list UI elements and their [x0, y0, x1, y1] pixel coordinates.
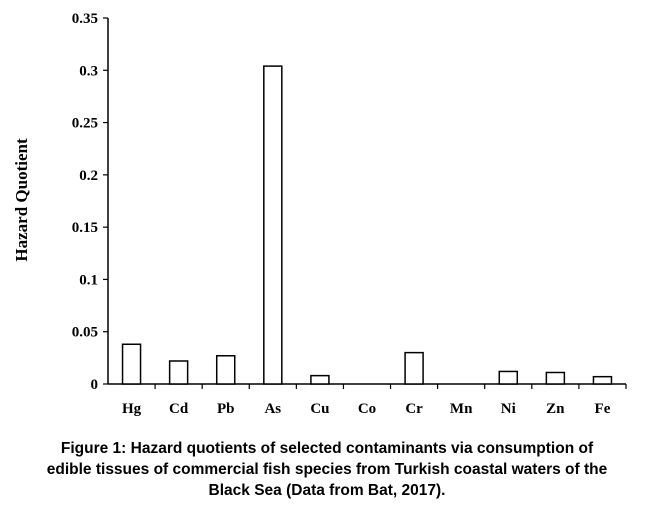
- bar-cr: [404, 351, 424, 385]
- x-tick-label-hg: Hg: [122, 401, 142, 417]
- bar-pb: [215, 355, 236, 385]
- y-axis-title-group: Hazard Quotient: [12, 138, 31, 262]
- y-tick-label: 0.3: [79, 63, 98, 79]
- figure-caption: Figure 1: Hazard quotients of selected c…: [0, 438, 654, 501]
- x-tick-label-co: Co: [358, 401, 376, 417]
- bar-chart: Hazard Quotient 0 0.05 0.1 0.15 0.2 0.25 0.3 0.…: [12, 11, 627, 417]
- bar-ni: [498, 370, 519, 385]
- x-tick-label-cu: Cu: [310, 401, 329, 417]
- bar-hg: [121, 343, 142, 385]
- axes: [107, 18, 626, 385]
- bar-cu: [310, 374, 330, 385]
- y-tick-label: 0.15: [72, 220, 98, 236]
- x-tick-label-ni: Ni: [501, 401, 516, 417]
- caption-line-3: Black Sea (Data from Bat, 2017).: [208, 482, 446, 499]
- bar-cd: [168, 360, 189, 385]
- x-axis-ticks: Hg Cd Pb As Cu Co Cr Mn Ni Zn Fe: [122, 384, 627, 417]
- y-tick-label: 0.25: [72, 116, 98, 132]
- x-tick-label-as: As: [264, 401, 281, 417]
- y-tick-label: 0: [91, 377, 99, 393]
- y-axis-title: Hazard Quotient: [12, 138, 31, 262]
- y-tick-label: 0.05: [72, 325, 98, 341]
- x-tick-label-cd: Cd: [169, 401, 189, 417]
- bar-as: [263, 65, 283, 385]
- caption-line-2: edible tissues of commercial fish specie…: [46, 461, 608, 478]
- y-tick-label: 0.35: [72, 11, 98, 27]
- bar-fe: [592, 375, 613, 385]
- x-tick-label-zn: Zn: [546, 401, 565, 417]
- caption-line-1: Figure 1: Hazard quotients of selected c…: [60, 440, 594, 457]
- y-axis-ticks: 0 0.05 0.1 0.15 0.2 0.25 0.3 0.35: [72, 11, 108, 393]
- bars: [121, 65, 613, 385]
- x-tick-label-fe: Fe: [595, 401, 611, 417]
- x-tick-label-pb: Pb: [217, 401, 235, 417]
- y-tick-label: 0.2: [79, 168, 98, 184]
- x-tick-label-cr: Cr: [405, 401, 423, 417]
- x-tick-label-mn: Mn: [450, 401, 473, 417]
- bar-zn: [545, 371, 566, 385]
- y-tick-label: 0.1: [79, 272, 98, 288]
